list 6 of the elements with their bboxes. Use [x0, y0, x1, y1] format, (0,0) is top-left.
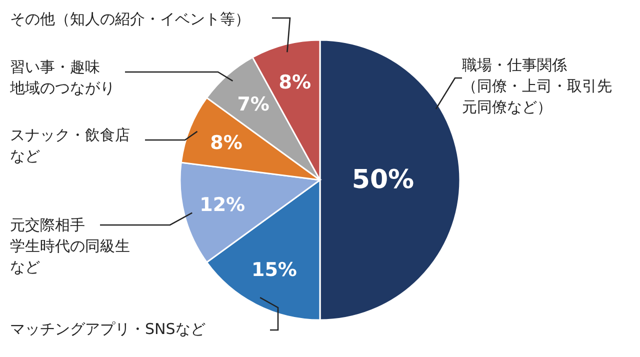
data-label: 12%: [200, 194, 246, 216]
data-label: 50%: [352, 165, 414, 195]
data-label: 8%: [278, 71, 312, 94]
data-label: 7%: [237, 93, 270, 116]
data-label: 15%: [251, 258, 297, 281]
data-label: 8%: [210, 132, 242, 154]
